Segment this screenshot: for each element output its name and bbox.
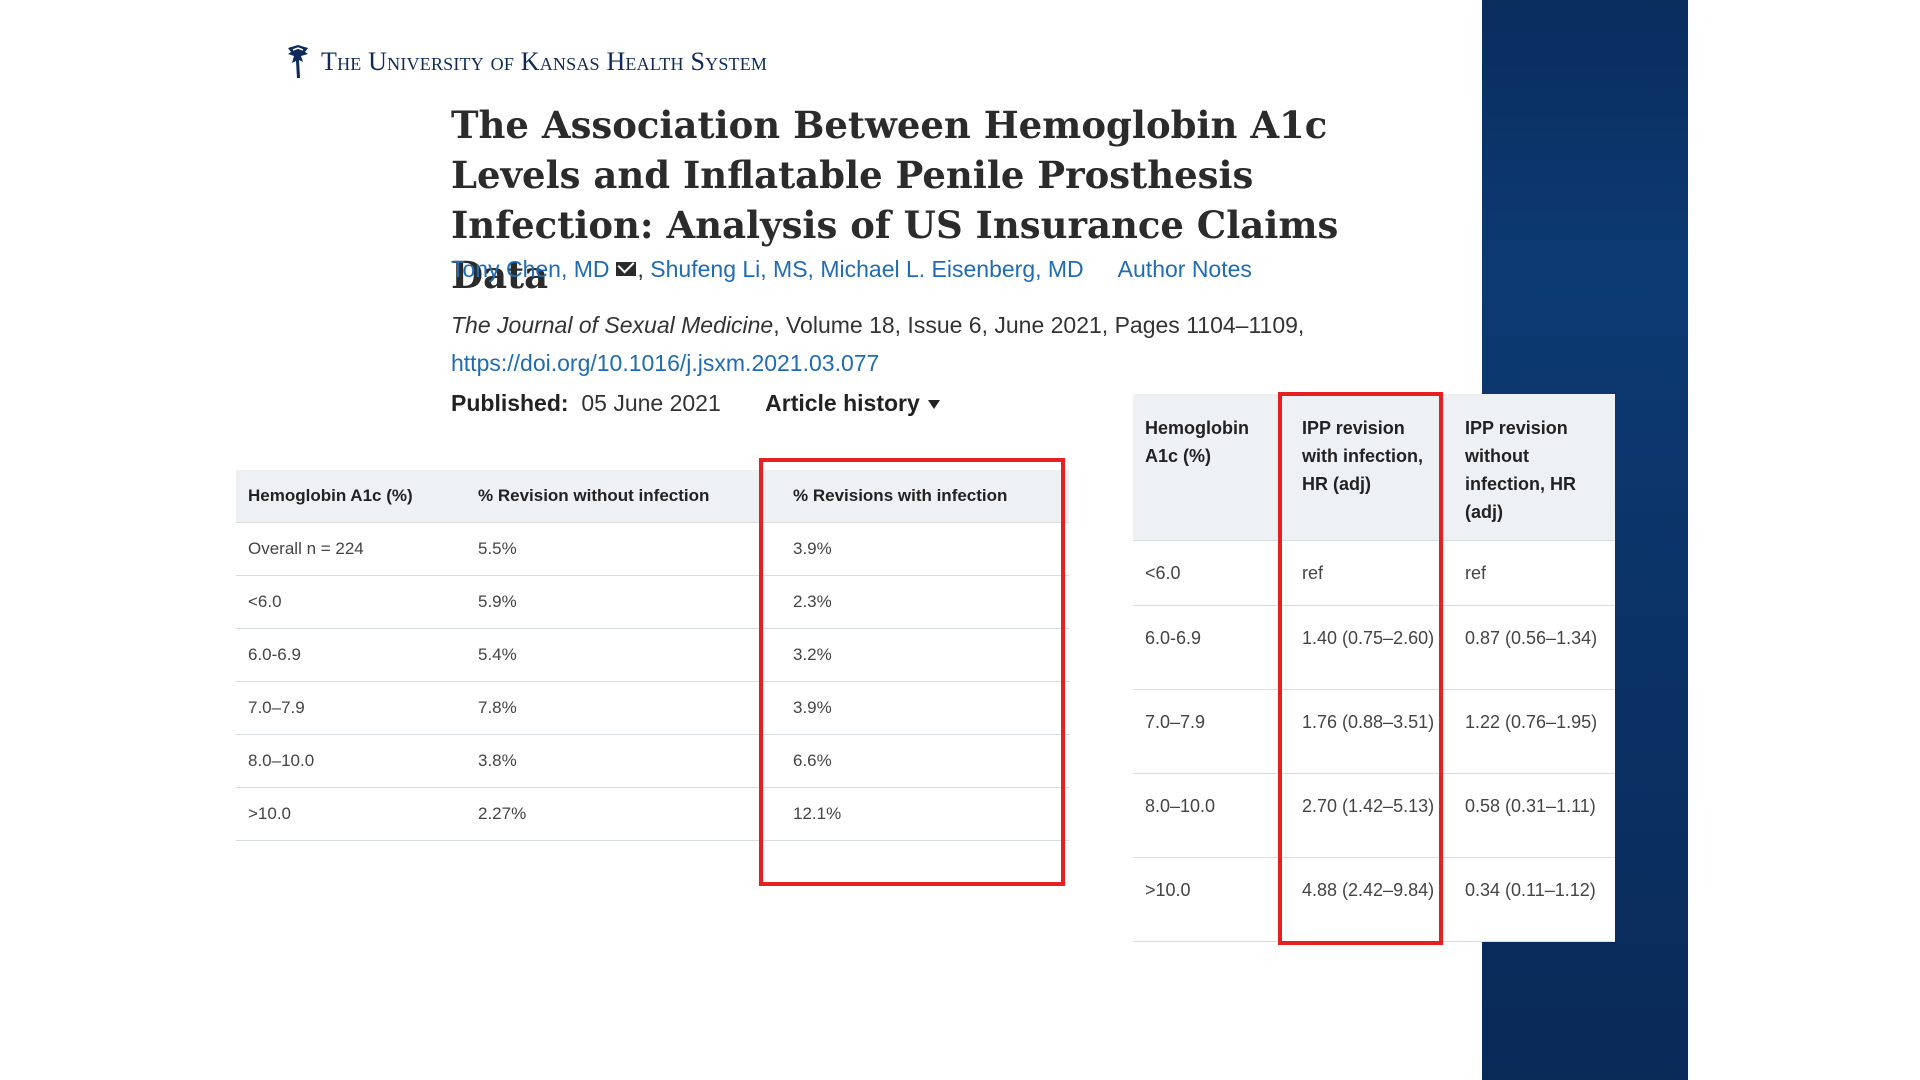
table-cell: 2.3% [781,575,1069,629]
table-header-row: Hemoglobin A1c (%) IPP revision with inf… [1133,394,1615,541]
table-cell: 6.6% [781,734,1069,788]
table-cell: ref [1290,540,1453,606]
table-cell: 6.0-6.9 [1133,605,1290,690]
table-cell: Overall n = 224 [236,522,466,576]
table-cell: 3.9% [781,522,1069,576]
table-header-row: Hemoglobin A1c (%) % Revision without in… [236,470,1069,523]
table-cell: 0.34 (0.11–1.12) [1453,857,1615,942]
table-cell: ref [1453,540,1615,606]
table-cell: 1.40 (0.75–2.60) [1290,605,1453,690]
column-header: Hemoglobin A1c (%) [236,470,466,523]
column-header: % Revision without infection [466,470,781,523]
table-cell: 2.70 (1.42–5.13) [1290,773,1453,858]
highlight-box-hr-column [1278,392,1443,945]
column-header: % Revisions with infection [781,470,1069,523]
revision-rates-table: Hemoglobin A1c (%) % Revision without in… [236,470,1069,841]
caret-down-icon [927,400,940,409]
table-row: <6.0 5.9% 2.3% [236,575,1069,629]
table-cell: >10.0 [236,787,466,841]
table-row: 7.0–7.9 7.8% 3.9% [236,681,1069,735]
table-cell: 2.27% [466,787,781,841]
author-separator: , [637,256,651,282]
author-notes-link[interactable]: Author Notes [1117,256,1252,282]
table-cell: >10.0 [1133,857,1290,942]
table-cell: <6.0 [236,575,466,629]
table-row: 8.0–10.0 2.70 (1.42–5.13) 0.58 (0.31–1.11) [1133,773,1615,858]
table-cell: 8.0–10.0 [1133,773,1290,858]
email-icon[interactable] [615,262,636,276]
table-cell: 4.88 (2.42–9.84) [1290,857,1453,942]
author-link-rest[interactable]: Shufeng Li, MS, Michael L. Eisenberg, MD [650,256,1084,282]
table-cell: 5.9% [466,575,781,629]
jayhawk-logo-icon [288,45,308,78]
article-title: The Association Between Hemoglobin A1c L… [451,103,1339,297]
article-history-label: Article history [765,390,920,416]
table-cell: 3.8% [466,734,781,788]
hazard-ratio-table: Hemoglobin A1c (%) IPP revision with inf… [1133,394,1615,942]
table-cell: 7.0–7.9 [1133,689,1290,774]
column-header: IPP revision without infection, HR (adj) [1453,394,1615,541]
doi-link[interactable]: https://doi.org/10.1016/j.jsxm.2021.03.0… [451,350,880,376]
table-cell: 0.58 (0.31–1.11) [1453,773,1615,858]
published-label: Published: [451,390,569,416]
author-list: Tony Chen, MD, Shufeng Li, MS, Michael L… [451,256,1252,283]
journal-name: The Journal of Sexual Medicine [451,312,774,338]
table-cell: 5.4% [466,628,781,682]
citation: The Journal of Sexual Medicine, Volume 1… [451,312,1304,339]
table-row: 7.0–7.9 1.76 (0.88–3.51) 1.22 (0.76–1.95) [1133,689,1615,774]
table-cell: 7.8% [466,681,781,735]
published-line: Published: 05 June 2021 Article history [451,390,940,417]
author-link-first[interactable]: Tony Chen, MD [451,256,610,282]
table-row: <6.0 ref ref [1133,540,1615,606]
table-cell: 1.76 (0.88–3.51) [1290,689,1453,774]
table-cell: 5.5% [466,522,781,576]
table-row: >10.0 4.88 (2.42–9.84) 0.34 (0.11–1.12) [1133,857,1615,942]
institution-name: The University of Kansas Health System [321,47,768,76]
table-cell: 7.0–7.9 [236,681,466,735]
table-cell: 0.87 (0.56–1.34) [1453,605,1615,690]
table-row: 8.0–10.0 3.8% 6.6% [236,734,1069,788]
table-cell: 6.0-6.9 [236,628,466,682]
highlight-box-infection-column [759,458,1065,886]
citation-detail: , Volume 18, Issue 6, June 2021, Pages 1… [773,312,1305,338]
published-date: 05 June 2021 [581,390,721,416]
table-cell: 1.22 (0.76–1.95) [1453,689,1615,774]
column-header: Hemoglobin A1c (%) [1133,394,1290,541]
table-cell: <6.0 [1133,540,1290,606]
article-history-toggle[interactable]: Article history [765,390,940,416]
table-cell: 3.9% [781,681,1069,735]
table-cell: 8.0–10.0 [236,734,466,788]
table-cell: 3.2% [781,628,1069,682]
table-row: 6.0-6.9 5.4% 3.2% [236,628,1069,682]
table-row: Overall n = 224 5.5% 3.9% [236,522,1069,576]
institution-logo: The University of Kansas Health System [285,44,767,80]
column-header: IPP revision with infection, HR (adj) [1290,394,1453,541]
table-row: 6.0-6.9 1.40 (0.75–2.60) 0.87 (0.56–1.34) [1133,605,1615,690]
table-row: >10.0 2.27% 12.1% [236,787,1069,841]
table-cell: 12.1% [781,787,1069,841]
